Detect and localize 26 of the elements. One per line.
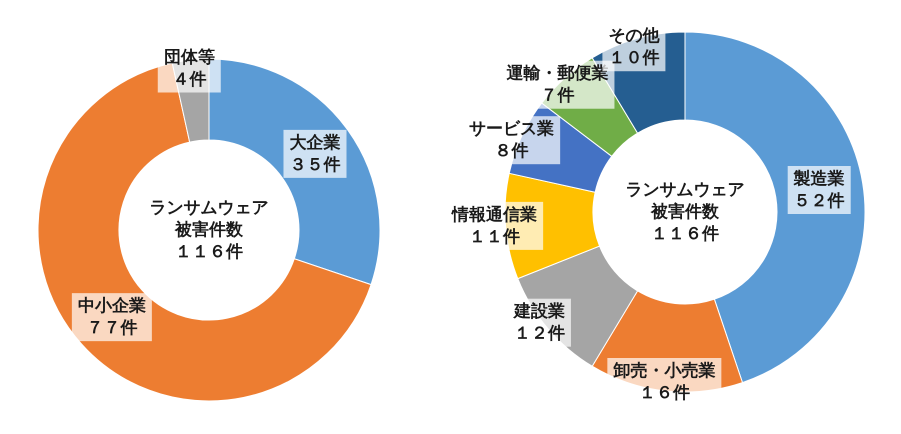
slice-label: 中小企業 (78, 296, 146, 316)
slice-label: 大企業 (289, 132, 340, 153)
slice-label: 運輸・郵便業 (505, 64, 608, 84)
slice-label: 団体等 (164, 48, 215, 68)
text: 被害件数 (174, 220, 244, 240)
slice-label: 建設業 (512, 302, 565, 322)
data-label: ４件 (172, 70, 206, 90)
data-label: １６件 (638, 383, 690, 403)
slice-label: サービス業 (469, 119, 554, 140)
text: １１６件 (175, 242, 243, 262)
data-label: ５２件 (794, 191, 845, 211)
slice-label: 製造業 (792, 169, 845, 189)
slice-label: その他 (608, 26, 660, 46)
data-label: ７７件 (86, 318, 138, 338)
data-label: １０件 (608, 48, 660, 68)
slice-label: 卸売・小売業 (612, 361, 716, 381)
data-label: １２件 (514, 324, 565, 344)
text: ランサムウェア (626, 180, 744, 200)
data-label: ７件 (540, 86, 574, 106)
text: ランサムウェア (150, 198, 268, 218)
text: １１６件 (651, 224, 719, 244)
data-label: １１件 (469, 226, 520, 247)
data-label: ３５件 (289, 154, 340, 175)
data-label: ８件 (494, 141, 529, 162)
slice-label: 情報通信業 (451, 204, 538, 225)
text: 被害件数 (650, 202, 720, 222)
